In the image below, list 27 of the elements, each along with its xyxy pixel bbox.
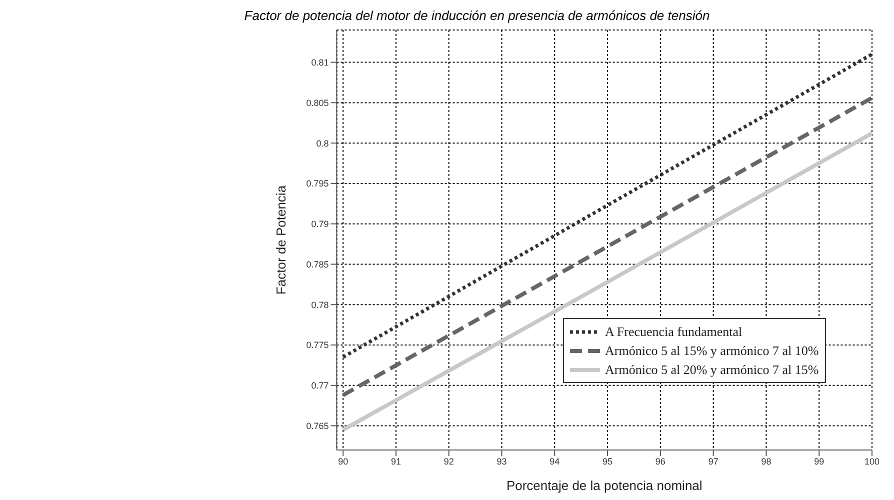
y-tick-label: 0.775 <box>306 340 329 350</box>
x-tick-label: 96 <box>655 456 666 466</box>
x-axis-title: Porcentaje de la potencia nominal <box>506 478 702 493</box>
x-tick-label: 100 <box>864 456 880 466</box>
x-tick-label: 99 <box>814 456 824 466</box>
x-tick-label: 90 <box>338 456 348 466</box>
x-tick-label: 98 <box>761 456 772 466</box>
chart-title: Factor de potencia del motor de inducción en presencia de armónicos de tensión <box>243 8 711 23</box>
legend-label: Armónico 5 al 20% y armónico 7 al 15% <box>605 361 819 379</box>
x-tick-label: 94 <box>550 456 560 466</box>
y-tick-label: 0.77 <box>311 380 329 391</box>
y-tick-label: 0.805 <box>306 98 329 108</box>
x-tick-label: 92 <box>444 456 454 466</box>
y-tick-label: 0.78 <box>311 300 329 310</box>
y-tick-label: 0.785 <box>306 259 329 270</box>
y-tick-label: 0.81 <box>311 58 329 68</box>
y-tick-label: 0.8 <box>316 138 329 148</box>
legend-label: A Frecuencia fundamental <box>605 323 742 341</box>
y-tick-label: 0.79 <box>311 219 329 230</box>
y-axis-title: Factor de Potencia <box>273 184 288 295</box>
x-tick-label: 97 <box>708 456 718 466</box>
x-tick-label: 93 <box>496 456 507 466</box>
y-tick-label: 0.795 <box>306 178 329 189</box>
x-tick-label: 91 <box>390 456 401 466</box>
y-tick-label: 0.765 <box>306 420 329 431</box>
x-tick-label: 95 <box>602 456 613 466</box>
legend-label: Armónico 5 al 15% y armónico 7 al 10% <box>605 342 819 360</box>
